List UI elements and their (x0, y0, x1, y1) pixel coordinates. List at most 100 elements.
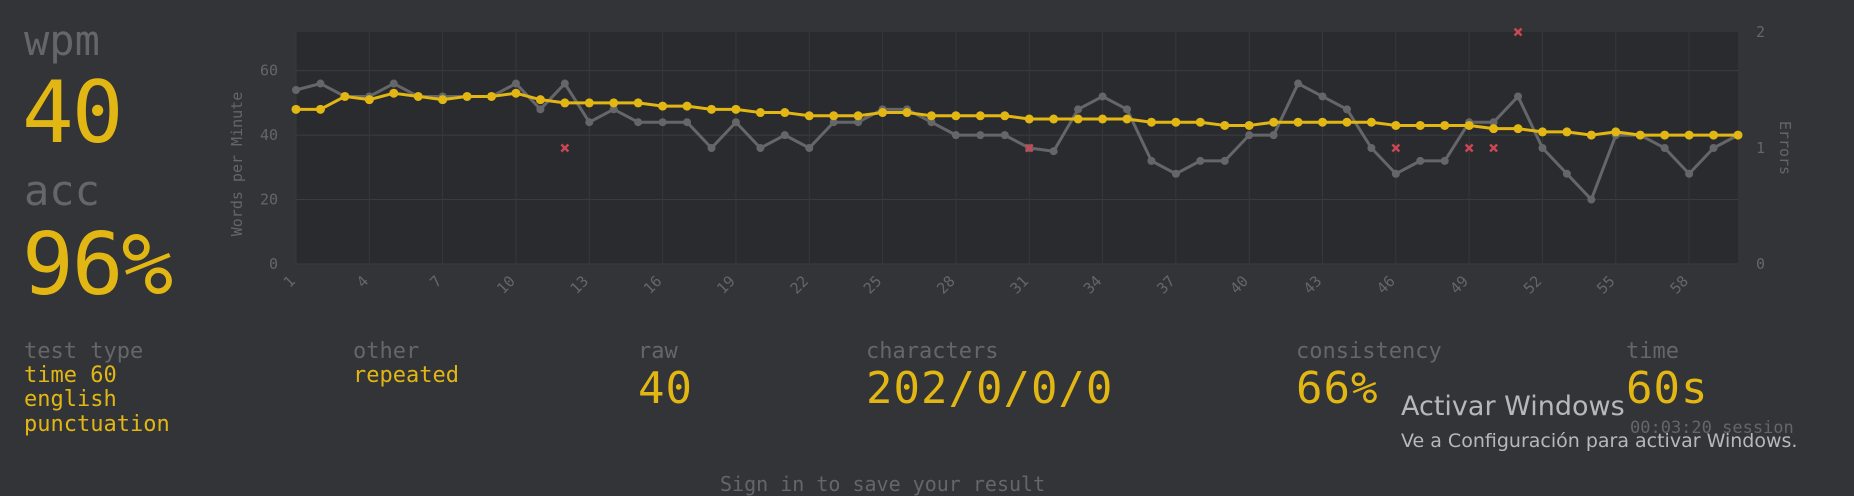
wpm-point (487, 91, 497, 101)
x-tick-label: 58 (1666, 272, 1692, 298)
raw-point (927, 118, 936, 127)
raw-point (1709, 144, 1718, 152)
y-axis-title: Words per Minute (228, 92, 246, 237)
test-type-stat: test type time 60 english punctuation (24, 339, 170, 437)
wpm-point (1684, 130, 1694, 140)
wpm-point (1537, 127, 1547, 137)
wpm-point (340, 91, 350, 101)
raw-value: 40 (638, 363, 693, 415)
consistency-value: 66% (1296, 363, 1379, 415)
y2-tick-label: 0 (1756, 255, 1765, 273)
x-tick-label: 25 (860, 272, 886, 298)
wpm-label: wpm (24, 16, 100, 65)
error-stroke (1024, 143, 1034, 153)
raw-point (829, 118, 838, 127)
raw-stat: raw 40 (638, 339, 693, 415)
raw-point (1416, 156, 1425, 165)
wpm-point (1269, 117, 1279, 127)
raw-point (1342, 105, 1351, 114)
x-tick-label: 52 (1520, 272, 1546, 298)
wpm-point (975, 111, 985, 121)
y2-tick-label: 1 (1756, 139, 1765, 157)
wpm-point (1415, 120, 1425, 130)
plot-area (296, 32, 1738, 264)
x-tick-label: 16 (640, 272, 666, 298)
raw-point (1220, 156, 1229, 165)
wpm-point (853, 111, 863, 121)
wpm-point (1024, 114, 1034, 124)
raw-point (560, 79, 569, 88)
test-type-line: time 60 (24, 363, 117, 389)
raw-point (1196, 156, 1205, 165)
wpm-point (755, 108, 765, 118)
raw-point (634, 118, 643, 127)
raw-point (1489, 118, 1498, 127)
characters-label: characters (866, 339, 999, 364)
wpm-point (1171, 117, 1181, 127)
wpm-point (658, 101, 668, 111)
wpm-point (1122, 114, 1132, 124)
wpm-point (584, 98, 594, 108)
raw-point (1440, 156, 1449, 165)
wpm-point (1146, 117, 1156, 127)
wpm-point (1073, 114, 1083, 124)
raw-point (1685, 169, 1694, 178)
raw-point (1318, 92, 1327, 101)
wpm-point (1366, 117, 1376, 127)
wpm-point (633, 98, 643, 108)
x-tick-label: 49 (1446, 272, 1472, 298)
wpm-point (609, 98, 619, 108)
raw-label: raw (638, 339, 678, 364)
error-stroke (560, 143, 570, 153)
raw-point (707, 144, 716, 152)
x-tick-label: 13 (567, 272, 593, 298)
activate-windows-watermark: Activar Windows Ve a Configuración para … (1401, 392, 1797, 452)
x-tick-label: 10 (493, 272, 519, 298)
wpm-point (1464, 120, 1474, 130)
x-tick-label: 55 (1593, 272, 1619, 298)
wpm-point (364, 95, 374, 105)
x-tick-label: 1 (280, 272, 299, 291)
y-tick-label: 20 (260, 191, 278, 209)
raw-point (1098, 92, 1107, 101)
wpm-point (389, 88, 399, 98)
x-tick-label: 40 (1227, 272, 1253, 298)
wpm-point (878, 108, 888, 118)
x-tick-label: 31 (1007, 272, 1033, 298)
raw-point (1122, 105, 1131, 114)
sign-in-link[interactable]: Sign in to save your result (720, 472, 1046, 496)
wpm-point (1049, 114, 1059, 124)
wpm-point (1586, 130, 1596, 140)
consistency-stat: consistency 66% (1296, 339, 1442, 415)
test-type-label: test type (24, 339, 144, 364)
raw-point (1171, 169, 1180, 178)
wpm-value: 40 (22, 63, 124, 163)
characters-stat: characters 202/0/0/0 (866, 339, 1114, 415)
wpm-point (438, 95, 448, 105)
error-stroke (1464, 143, 1474, 153)
other-stat: other repeated (353, 339, 459, 388)
raw-point (585, 118, 594, 127)
wpm-point (780, 108, 790, 118)
raw-point (805, 144, 814, 152)
raw-point (511, 79, 520, 88)
raw-point (389, 79, 398, 88)
wpm-point (315, 104, 325, 114)
error-marker (1513, 27, 1523, 37)
acc-value: 96% (22, 215, 173, 315)
activate-windows-subtitle: Ve a Configuración para activar Windows. (1401, 429, 1798, 452)
y-tick-label: 0 (269, 255, 278, 273)
x-tick-label: 28 (933, 272, 959, 298)
wpm-point (1489, 124, 1499, 134)
error-stroke (1391, 143, 1401, 153)
test-type-line: english (24, 387, 117, 413)
error-marker (1024, 143, 1034, 153)
raw-point (658, 118, 667, 127)
session-time: 00:03:20 session (1630, 418, 1794, 438)
wpm-point (1318, 117, 1328, 127)
wpm-point (902, 108, 912, 118)
wpm-point (511, 88, 521, 98)
wpm-point (462, 91, 472, 101)
wpm-point (1098, 114, 1108, 124)
characters-value: 202/0/0/0 (866, 363, 1114, 415)
